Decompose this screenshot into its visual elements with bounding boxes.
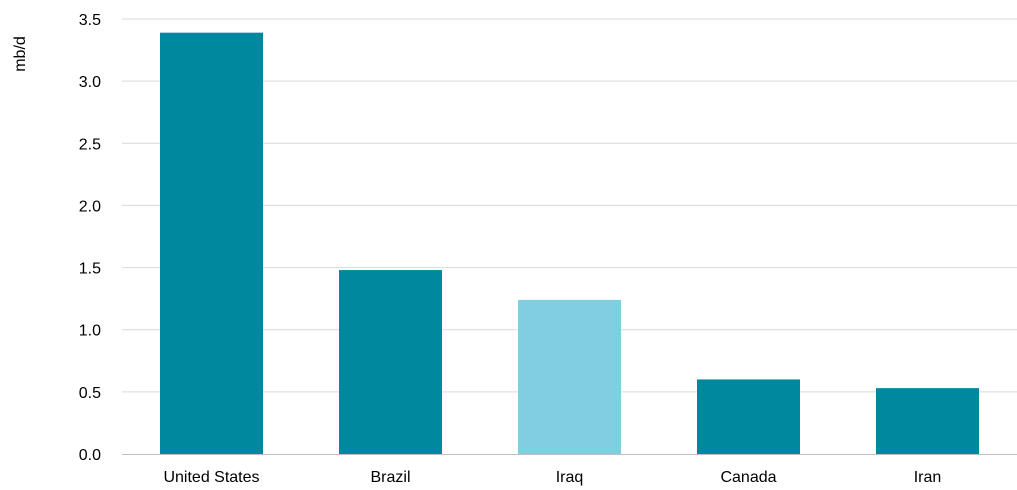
x-tick-label: Brazil [370,469,410,486]
bar-united-states [160,32,263,455]
y-tick-label: 3.0 [79,74,101,91]
x-tick-label: Iraq [556,469,584,486]
bar-iran [876,388,979,454]
x-tick-label: Canada [720,469,776,486]
bars [160,32,979,455]
bar-brazil [339,270,442,454]
y-tick-label: 2.5 [79,136,101,153]
y-tick-label: 0.5 [79,385,101,402]
y-tick-label: 1.0 [79,323,101,340]
bar-iraq [518,299,621,454]
bar-canada [697,379,800,454]
y-tick-label: 2.0 [79,198,101,215]
y-tick-label: 3.5 [79,12,101,29]
x-tick-label: Iran [914,469,942,486]
y-tick-label: 1.5 [79,261,101,278]
y-axis-ticks: 0.0 0.5 1.0 1.5 2.0 2.5 3.0 3.5 [79,12,101,464]
y-tick-label: 0.0 [79,447,101,464]
gridlines [122,18,1017,393]
y-axis-label: mb/d [12,36,29,72]
x-tick-label: United States [163,469,259,486]
x-axis-labels: United States Brazil Iraq Canada Iran [163,469,941,486]
